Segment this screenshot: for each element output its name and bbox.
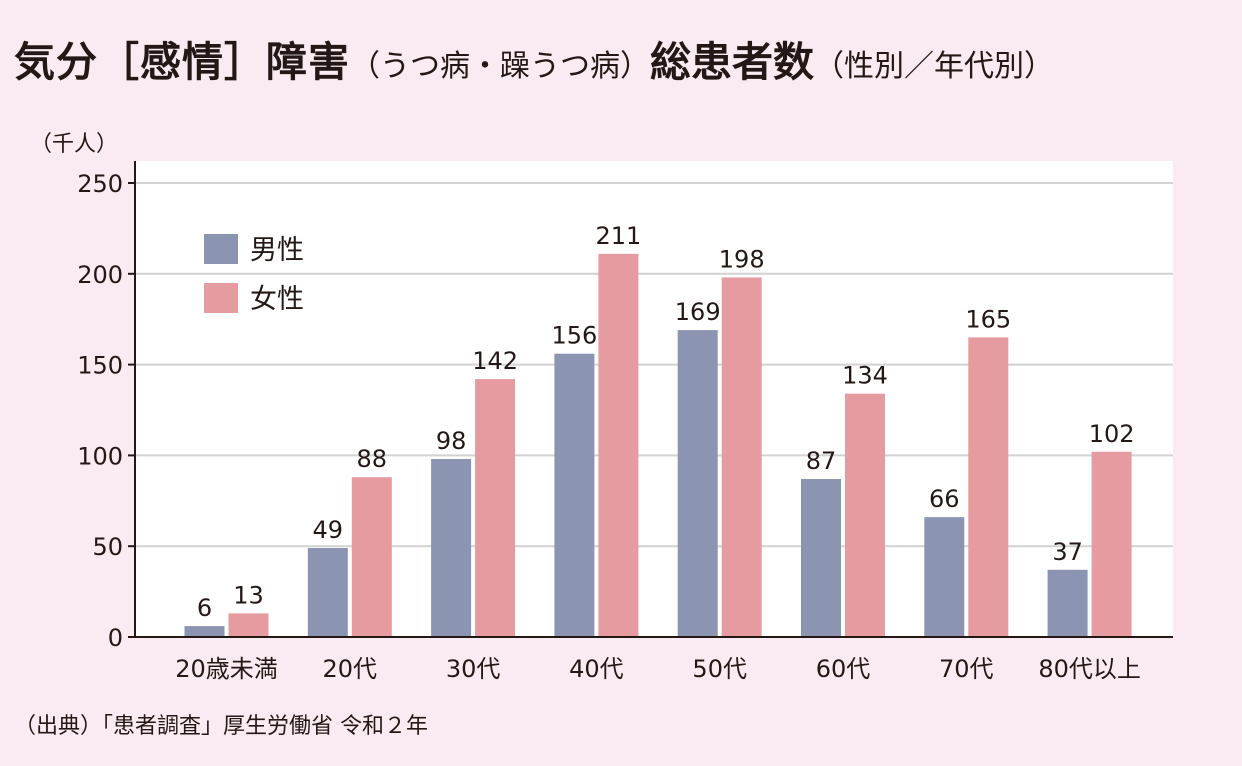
legend: 男性 女性	[204, 234, 304, 315]
y-tick-label: 50	[92, 533, 123, 561]
legend-male-swatch	[204, 234, 238, 264]
data-label: 156	[551, 322, 597, 350]
x-tick-label: 30代	[446, 655, 501, 683]
data-label: 37	[1052, 538, 1083, 566]
x-tick-label: 70代	[939, 655, 994, 683]
bar-male	[307, 548, 348, 637]
bar-male	[801, 479, 841, 637]
bar-male	[431, 459, 472, 637]
data-label: 6	[197, 594, 212, 622]
y-tick-label: 100	[77, 442, 123, 470]
legend-female-label: 女性	[250, 284, 304, 315]
x-tick-label: 20代	[323, 655, 378, 683]
bar-male	[554, 353, 595, 637]
x-tick-label: 20歳未満	[175, 655, 278, 683]
title-total: 総患者数	[650, 38, 814, 86]
plot-area	[135, 161, 1173, 637]
bar-female	[475, 379, 516, 637]
data-label: 66	[929, 485, 960, 513]
data-label: 142	[472, 347, 518, 375]
chart-title: 気分［感情］障害（うつ病・躁うつ病）総患者数（性別／年代別）	[14, 28, 1054, 88]
bars	[184, 253, 1132, 637]
bar-male	[677, 330, 718, 637]
y-tick-label: 200	[77, 261, 123, 289]
source-note: （出典）「患者調査」厚生労働省 令和２年	[14, 714, 428, 739]
title-main: 気分［感情］障害	[14, 38, 350, 86]
x-tick-label: 50代	[692, 655, 747, 683]
bar-male	[924, 517, 965, 637]
axes: 0 50 100 150 200 250 20歳未満 20代 30代 40代 50代 60代 70代 80…	[77, 161, 1173, 683]
bar-female	[721, 277, 762, 637]
bar-male	[184, 626, 225, 637]
title-sub: （うつ病・躁うつ病）	[350, 49, 650, 84]
data-label: 102	[1089, 420, 1135, 448]
bar-female	[351, 477, 392, 637]
y-tick-label: 150	[77, 352, 123, 380]
y-tick-label: 250	[77, 170, 123, 198]
data-label: 211	[595, 222, 641, 250]
data-label: 98	[436, 427, 467, 455]
data-label: 198	[719, 245, 765, 273]
bar-female	[228, 613, 269, 637]
x-tick-label: 80代以上	[1038, 655, 1141, 683]
x-tick-label: 40代	[569, 655, 624, 683]
bar-male	[1047, 569, 1088, 637]
data-label: 169	[675, 298, 721, 326]
legend-female-swatch	[204, 283, 238, 313]
legend-male-label: 男性	[250, 235, 304, 266]
y-axis-unit-label: （千人）	[30, 132, 118, 157]
bar-female	[1091, 451, 1132, 637]
data-label: 134	[842, 362, 888, 390]
y-tick-label: 0	[108, 624, 123, 652]
data-label: 87	[806, 447, 837, 475]
data-label: 165	[965, 305, 1011, 333]
bar-female	[845, 393, 885, 637]
bar-female	[968, 337, 1009, 637]
data-labels: 6 13 49 88 98 142 156 211 169 198 87 134 66 165 37 102	[197, 222, 1135, 622]
data-label: 13	[233, 581, 264, 609]
data-label: 88	[357, 445, 388, 473]
bar-female	[598, 253, 639, 637]
x-tick-label: 60代	[816, 655, 871, 683]
data-label: 49	[313, 516, 344, 544]
title-sub2: （性別／年代別）	[814, 49, 1054, 84]
